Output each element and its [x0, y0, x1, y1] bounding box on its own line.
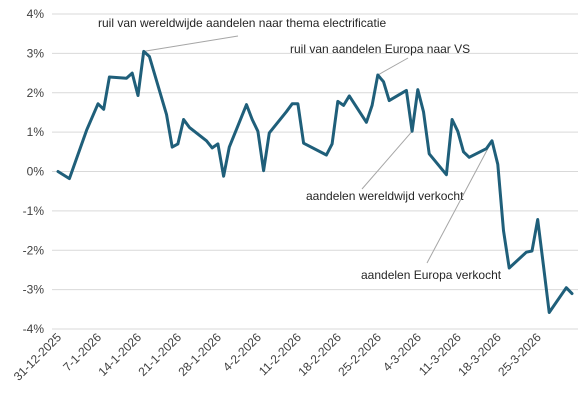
y-tick-label: 4%: [27, 7, 45, 21]
annotation-leader: [361, 131, 413, 190]
y-tick-label: -2%: [23, 243, 45, 257]
y-tick-label: -1%: [23, 204, 45, 218]
series-line: [56, 49, 574, 314]
x-axis-tick-labels: 31-12-20257-1-202614-1-202621-1-202628-1…: [11, 330, 544, 384]
x-tick-label: 25-3-2026: [495, 330, 544, 379]
annotation-leader: [143, 35, 239, 52]
x-tick-label: 25-2-2026: [335, 330, 384, 379]
annotation-leader: [377, 57, 409, 76]
annotation-label: ruil van aandelen Europa naar VS: [290, 42, 470, 56]
y-tick-label: 1%: [27, 125, 45, 139]
annotation-leader-lines: [143, 35, 493, 264]
y-tick-label: 0%: [27, 165, 45, 179]
y-tick-label: 3%: [27, 46, 45, 60]
y-tick-label: 2%: [27, 86, 45, 100]
y-tick-label: -4%: [23, 322, 45, 336]
annotation-labels: ruil van wereldwijde aandelen naar thema…: [98, 16, 502, 282]
x-tick-label: 28-1-2026: [175, 330, 224, 379]
y-tick-label: -3%: [23, 283, 45, 297]
annotation-label: aandelen wereldwijd verkocht: [306, 189, 464, 203]
y-axis-tick-labels: 4% 3% 2% 1% 0% -1% -2% -3% -4%: [23, 7, 45, 336]
annotation-label: ruil van wereldwijde aandelen naar thema…: [98, 16, 386, 30]
annotation-leader: [426, 140, 493, 264]
series-lines: [56, 49, 574, 314]
x-tick-label: 31-12-2025: [11, 330, 65, 384]
annotation-label: aandelen Europa verkocht: [361, 268, 502, 282]
